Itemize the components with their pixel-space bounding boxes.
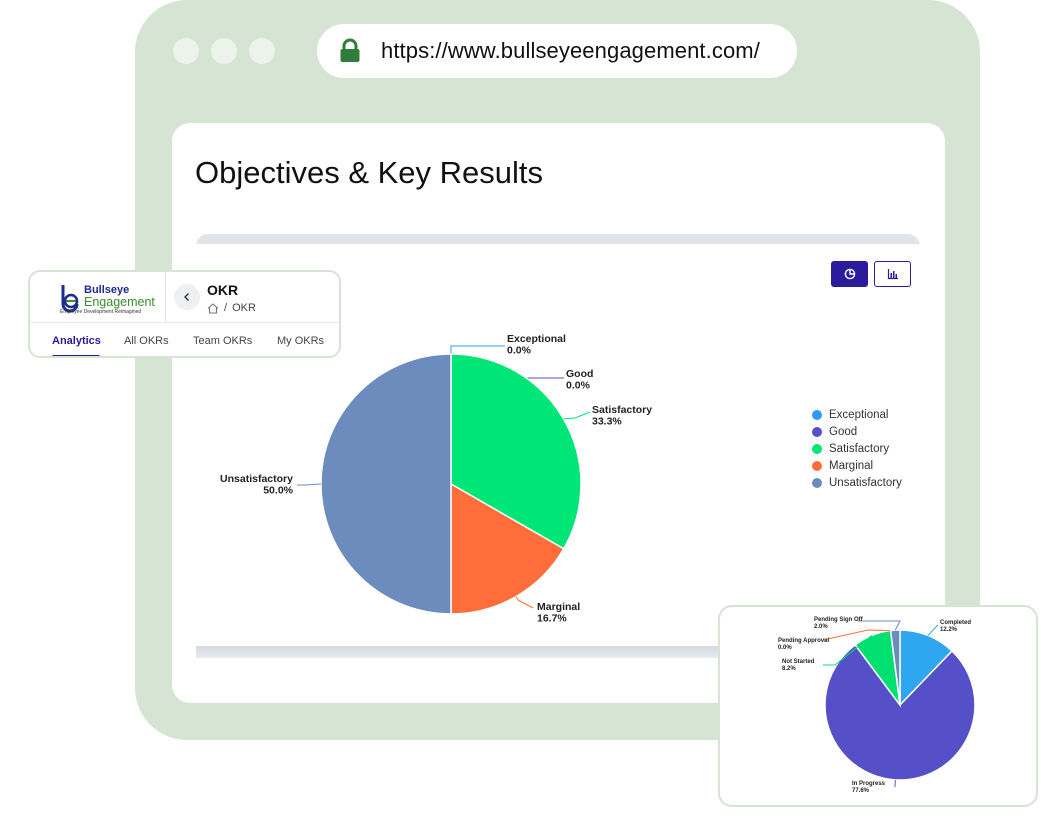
back-button[interactable]: [174, 284, 200, 310]
legend-label-unsatisfactory: Unsatisfactory: [829, 476, 902, 489]
legend-label-exceptional: Exceptional: [829, 408, 889, 421]
legend-swatch-exceptional: [812, 409, 822, 420]
leader-line-not-started: [823, 635, 873, 666]
data-value-completed: 12.2%: [940, 627, 958, 633]
panel-top-bar: [196, 234, 920, 244]
tab-team-okrs[interactable]: Team OKRs: [193, 335, 253, 347]
pie-slice-in-progress[interactable]: [824, 643, 976, 781]
address-bar[interactable]: https://www.bullseyeengagement.com/: [317, 24, 797, 78]
data-label-completed: Completed: [940, 620, 971, 626]
page-title: Objectives & Key Results: [195, 155, 544, 190]
legend-label-marginal: Marginal: [829, 459, 874, 472]
data-label-pending-approval: Pending Approval: [778, 638, 829, 644]
legend-item-exceptional[interactable]: Exceptional: [812, 406, 902, 423]
bullseye-logo: Bullseye Engagement Employee Development…: [58, 282, 155, 316]
breadcrumb-current: OKR: [232, 302, 256, 314]
legend-item-satisfactory[interactable]: Satisfactory: [812, 440, 902, 457]
data-label-in-progress: In Progress: [852, 781, 886, 787]
logo-word-bullseye: Bullseye: [84, 284, 130, 296]
bar-view-button[interactable]: [874, 261, 911, 287]
logo-mark-icon: [61, 285, 79, 313]
home-icon[interactable]: [207, 302, 219, 314]
tab-my-okrs[interactable]: My OKRs: [277, 335, 325, 347]
legend-item-good[interactable]: Good: [812, 423, 902, 440]
logo-tagline: Employee Development Reimagined: [60, 309, 142, 315]
tab-analytics[interactable]: Analytics: [52, 335, 101, 347]
data-label-not-started: Not Started: [782, 659, 815, 665]
status-chart-card: Completed 12.2% In Progress 77.6% Not Starte…: [718, 605, 1038, 807]
data-label-pending-sign-off: Pending Sign Off: [814, 617, 864, 623]
chart-legend: Exceptional Good Satisfactory Marginal Unsat…: [812, 406, 902, 491]
okr-title: OKR: [207, 282, 239, 298]
data-value-pending-sign-off: 2.0%: [814, 624, 828, 630]
leader-line-pending-sign-off: [858, 620, 901, 631]
lock-icon: [340, 38, 360, 62]
legend-item-marginal[interactable]: Marginal: [812, 457, 902, 474]
data-value-pending-approval: 0.0%: [778, 645, 792, 651]
data-value-not-started: 8.2%: [782, 666, 796, 672]
header-divider: [165, 272, 166, 322]
window-dot-maximize[interactable]: [249, 38, 275, 64]
data-value-in-progress: 77.6%: [852, 788, 870, 794]
leader-line-completed: [927, 624, 939, 636]
window-dot-minimize[interactable]: [211, 38, 237, 64]
legend-swatch-good: [812, 426, 822, 437]
pie-chart-icon: [844, 268, 855, 280]
okr-header-card: Bullseye Engagement Employee Development…: [28, 270, 341, 358]
pie-view-button[interactable]: [831, 261, 868, 287]
legend-swatch-satisfactory: [812, 443, 822, 454]
leader-line-pending-approval: [822, 629, 891, 641]
logo-word-engagement: Engagement: [84, 295, 155, 309]
bar-chart-icon: [887, 269, 898, 280]
breadcrumb: / OKR: [207, 302, 256, 314]
window-dot-close[interactable]: [173, 38, 199, 64]
breadcrumb-separator: /: [224, 302, 228, 314]
pie-slice-pending-sign-off[interactable]: [889, 629, 901, 706]
legend-label-satisfactory: Satisfactory: [829, 442, 890, 455]
url-text: https://www.bullseyeengagement.com/: [381, 38, 760, 63]
chevron-left-icon: [184, 293, 189, 301]
active-tab-indicator: [52, 355, 100, 356]
tab-all-okrs[interactable]: All OKRs: [124, 335, 169, 347]
legend-item-unsatisfactory[interactable]: Unsatisfactory: [812, 474, 902, 491]
legend-swatch-unsatisfactory: [812, 477, 822, 488]
legend-swatch-marginal: [812, 460, 822, 471]
tabs-divider: [30, 322, 339, 323]
legend-label-good: Good: [829, 425, 858, 438]
